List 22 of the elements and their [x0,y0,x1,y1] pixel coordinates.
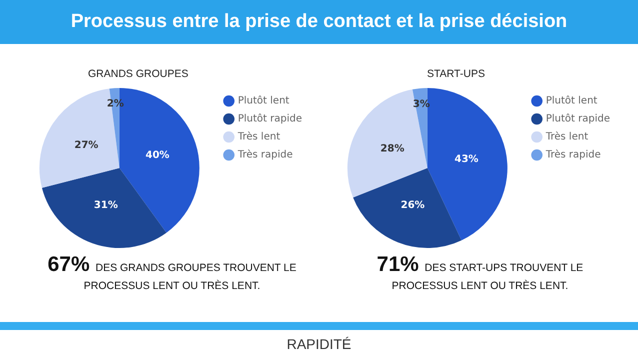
legend-label: Très lent [544,132,588,143]
data-label: 3% [412,98,430,110]
chart-title: Processus entre la prise de contact et la prise décision [0,0,638,44]
data-label: 28% [380,143,404,154]
data-label: 31% [94,200,118,212]
data-label: 2% [106,98,124,110]
data-label: 27% [74,140,98,152]
legend-label: Plutôt lent [546,96,598,107]
text: RAPIDITÉ [286,336,352,352]
chart-subtitle: START-UPS [426,67,486,82]
legend-label: Très rapide [236,150,293,161]
legend-label: Plutôt rapide [546,114,610,125]
data-label: 40% [146,150,170,162]
data-label: 26% [400,200,425,211]
text: 71% DES START-UPS TROUVENT LE PROCESSUS LENT OU TRÈS LENT. [376,253,584,294]
legend-label: Plutôt lent [238,96,290,107]
data-label: 43% [454,154,478,165]
chart-subtitle: GRANDS GROUPES [87,67,190,82]
legend-label: Très lent [236,132,280,143]
text: 67% DES GRANDS GROUPES TROUVENT LE PROCESSUS LENT OU TRÈS LENT. [46,253,298,294]
legend-label: Très rapide [544,150,601,161]
legend-label: Plutôt rapide [238,114,302,125]
